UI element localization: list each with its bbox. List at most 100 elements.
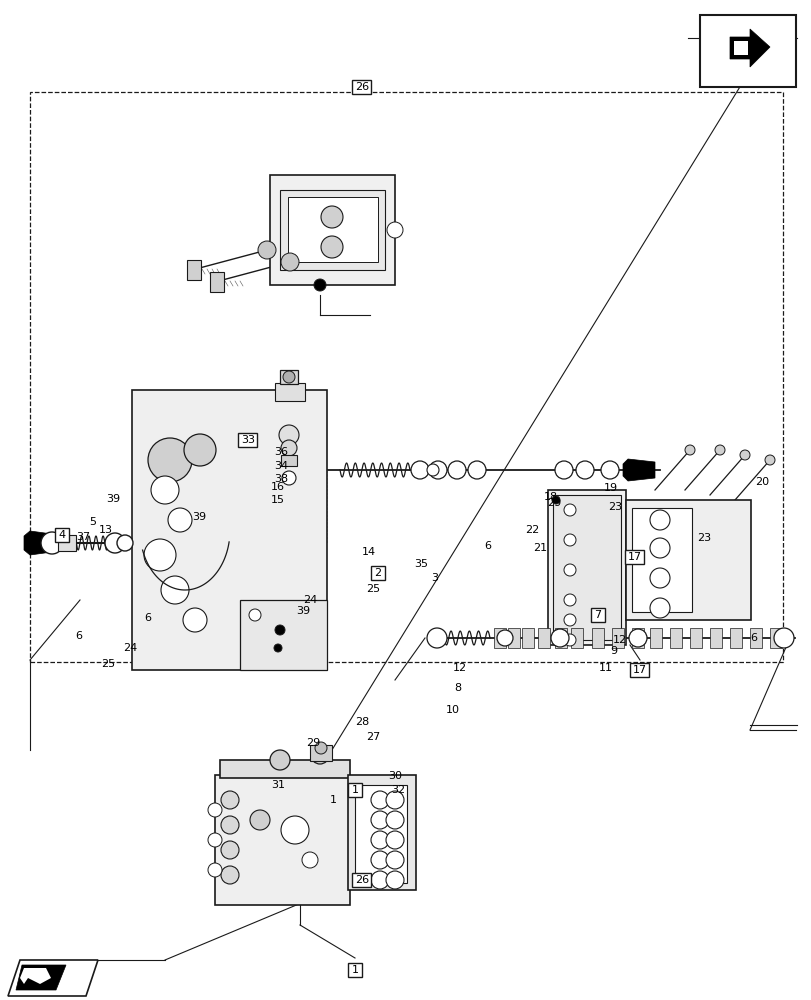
Text: 10: 10 (445, 705, 460, 715)
Text: 24: 24 (303, 595, 317, 605)
Text: 1: 1 (329, 795, 336, 805)
Circle shape (221, 791, 238, 809)
Polygon shape (20, 968, 51, 984)
Circle shape (283, 371, 294, 383)
Bar (749, 628, 761, 648)
Bar (352, 873, 371, 887)
Circle shape (311, 746, 328, 764)
Text: 6: 6 (144, 613, 152, 623)
Circle shape (564, 594, 575, 606)
Bar (699, 15, 795, 87)
Polygon shape (729, 29, 769, 67)
Circle shape (273, 644, 281, 652)
Circle shape (371, 791, 388, 809)
Circle shape (739, 450, 749, 460)
Text: 27: 27 (366, 732, 380, 742)
Bar (270, 175, 394, 285)
Bar (310, 745, 332, 761)
Text: 9: 9 (610, 646, 617, 656)
Circle shape (385, 851, 404, 869)
Text: 29: 29 (306, 738, 320, 748)
Circle shape (649, 598, 669, 618)
Text: 4: 4 (58, 530, 66, 540)
Circle shape (467, 461, 486, 479)
Text: 14: 14 (362, 547, 375, 557)
Bar (591, 628, 603, 648)
Bar (729, 628, 741, 648)
Circle shape (105, 533, 125, 553)
Circle shape (684, 445, 694, 455)
Text: 1: 1 (351, 965, 358, 975)
Circle shape (221, 841, 238, 859)
Bar (709, 628, 721, 648)
Bar (132, 390, 327, 670)
Circle shape (385, 871, 404, 889)
Circle shape (184, 434, 216, 466)
Bar (552, 495, 620, 640)
Text: 6: 6 (484, 541, 491, 551)
Bar (348, 963, 362, 977)
Circle shape (564, 534, 575, 546)
Circle shape (221, 816, 238, 834)
Text: 33: 33 (241, 435, 255, 445)
Text: 39: 39 (191, 512, 206, 522)
Circle shape (208, 863, 221, 877)
Circle shape (564, 504, 575, 516)
Text: 25: 25 (101, 659, 115, 669)
Text: 24: 24 (122, 643, 137, 653)
Circle shape (320, 206, 342, 228)
Polygon shape (16, 965, 66, 990)
Circle shape (151, 476, 178, 504)
Circle shape (41, 532, 63, 554)
Circle shape (148, 438, 191, 482)
Bar (352, 80, 371, 94)
Circle shape (649, 510, 669, 530)
Text: 22: 22 (524, 525, 539, 535)
Bar (521, 628, 534, 648)
Text: 30: 30 (388, 771, 401, 781)
Circle shape (144, 539, 176, 571)
Text: 25: 25 (366, 584, 380, 594)
Circle shape (371, 811, 388, 829)
Bar (493, 628, 505, 648)
Text: 26: 26 (354, 875, 369, 885)
Bar (689, 628, 702, 648)
Circle shape (281, 253, 298, 271)
Text: 17: 17 (632, 665, 646, 675)
Bar (624, 550, 644, 564)
Circle shape (371, 871, 388, 889)
Circle shape (302, 852, 318, 868)
Circle shape (315, 742, 327, 754)
Circle shape (270, 750, 290, 770)
Circle shape (221, 866, 238, 884)
Bar (371, 566, 384, 580)
Bar (354, 785, 406, 883)
Text: 11: 11 (599, 663, 612, 673)
Text: 5: 5 (89, 517, 97, 527)
Bar (240, 600, 327, 670)
Bar (631, 628, 643, 648)
Bar (288, 197, 378, 262)
Circle shape (385, 811, 404, 829)
Bar (220, 760, 350, 778)
Text: 39: 39 (105, 494, 120, 504)
Bar (187, 260, 201, 280)
Text: 16: 16 (271, 482, 285, 492)
Text: 12: 12 (453, 663, 466, 673)
Text: 23: 23 (696, 533, 710, 543)
Circle shape (427, 628, 446, 648)
Circle shape (281, 440, 297, 456)
Text: 13: 13 (99, 525, 113, 535)
Circle shape (649, 568, 669, 588)
Circle shape (281, 471, 296, 485)
Circle shape (208, 803, 221, 817)
Circle shape (371, 831, 388, 849)
Bar (55, 528, 69, 542)
Text: 19: 19 (603, 483, 617, 493)
Text: 31: 31 (271, 780, 285, 790)
Text: 15: 15 (271, 495, 285, 505)
Circle shape (649, 538, 669, 558)
Circle shape (161, 576, 189, 604)
Bar (280, 370, 298, 384)
Text: 34: 34 (273, 461, 288, 471)
